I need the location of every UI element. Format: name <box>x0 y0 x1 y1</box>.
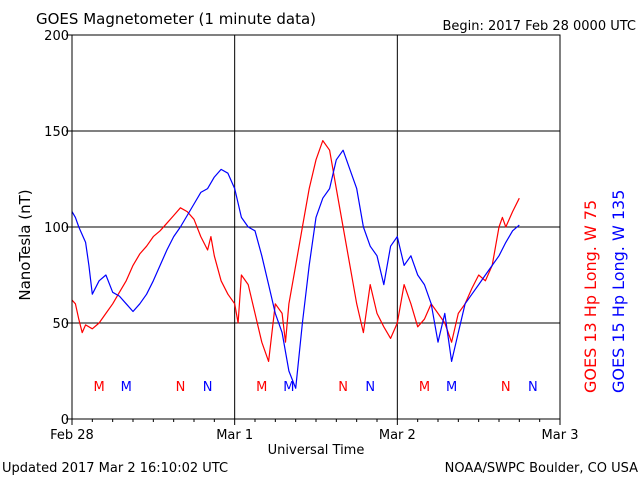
legend-goes15: GOES 15 Hp Long. W 135 <box>609 190 628 393</box>
series-group <box>71 140 520 389</box>
period-marker-group: M N M N M NM N M N M N <box>94 380 538 395</box>
period-marker: N <box>501 380 511 395</box>
begin-time: Begin: 2017 Feb 28 0000 UTC <box>442 19 636 34</box>
y-axis-label: NanoTesla (nT) <box>16 189 34 300</box>
period-marker: M <box>121 380 132 395</box>
series-line-goes-13-hp <box>71 140 520 362</box>
period-marker: M <box>256 380 267 395</box>
period-marker: N <box>176 380 186 395</box>
legend-goes13: GOES 13 Hp Long. W 75 <box>581 200 600 393</box>
x-tick-label: Mar 1 <box>216 428 253 443</box>
axes: 0 50 100 150 200 Feb 28 Mar 1 Mar 2 Mar 3 <box>44 29 578 443</box>
x-tick-label: Feb 28 <box>50 428 94 443</box>
credit-text: NOAA/SWPC Boulder, CO USA <box>445 461 638 476</box>
period-marker: M <box>419 380 430 395</box>
x-axis-label: Universal Time <box>268 443 365 458</box>
period-marker: N <box>203 380 213 395</box>
period-marker: N <box>365 380 375 395</box>
period-marker: M <box>446 380 457 395</box>
period-marker: N <box>528 380 538 395</box>
y-tick-label: 50 <box>52 317 69 332</box>
y-tick-label: 100 <box>44 221 69 236</box>
period-marker: M <box>283 380 294 395</box>
chart-title: GOES Magnetometer (1 minute data) <box>36 10 316 28</box>
y-tick-label: 0 <box>61 413 69 428</box>
x-tick-label: Mar 3 <box>542 428 579 443</box>
x-tick-label: Mar 2 <box>379 428 416 443</box>
period-marker: N <box>338 380 348 395</box>
period-marker: M <box>94 380 105 395</box>
grid <box>72 35 560 419</box>
y-tick-label: 150 <box>44 125 69 140</box>
updated-timestamp: Updated 2017 Mar 2 16:10:02 UTC <box>2 461 228 476</box>
series-line-goes-15-hp <box>71 149 520 389</box>
y-tick-label: 200 <box>44 29 69 44</box>
